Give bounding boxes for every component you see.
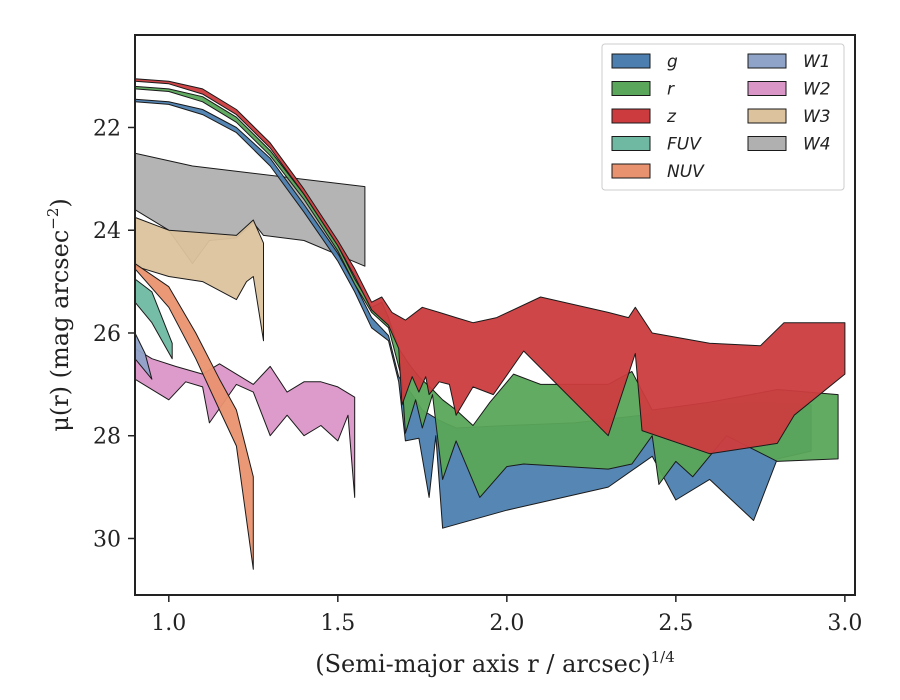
legend-label-w4: W4 — [803, 135, 831, 155]
legend-swatch-fuv — [611, 136, 651, 151]
legend-swatch-w4 — [747, 136, 787, 151]
legend-swatch-r — [611, 81, 651, 96]
y-tick-label: 30 — [93, 527, 121, 552]
legend-box — [601, 43, 845, 191]
legend-label-fuv: FUV — [667, 135, 702, 155]
y-tick-label: 24 — [93, 219, 121, 244]
y-axis-title: μ(r) (mag arcsec−2) — [44, 198, 74, 432]
x-tick-label: 2.5 — [658, 611, 693, 636]
legend-swatch-w2 — [747, 81, 787, 96]
y-tick-label: 22 — [93, 116, 121, 141]
band-nuv — [134, 263, 254, 570]
legend-label-z: z — [666, 107, 677, 127]
bands-layer — [134, 78, 846, 570]
legend: grz FUV NUV W1 W2 W3 W4 — [601, 43, 845, 191]
legend-swatch-w1 — [747, 53, 787, 69]
x-axis-title: (Semi-major axis r / arcsec)1/4 — [315, 648, 675, 678]
band-w2 — [134, 347, 356, 498]
legend-swatch-w3 — [747, 108, 787, 124]
ticks-layer: 1.0 1.5 2.0 2.5 3.0 22 24 26 28 30 — [93, 116, 862, 636]
x-tick-label: 3.0 — [827, 611, 862, 636]
plot-frame — [134, 34, 856, 596]
x-tick-label: 2.0 — [489, 611, 524, 636]
x-tick-label: 1.0 — [151, 611, 186, 636]
y-tick-label: 26 — [93, 322, 121, 347]
legend-label-nuv: NUV — [667, 162, 705, 182]
legend-label-r: r — [667, 80, 675, 100]
legend-label-w1: W1 — [803, 52, 831, 72]
legend-swatch-g — [611, 53, 651, 69]
legend-swatch-nuv — [611, 163, 651, 179]
y-tick-label: 28 — [93, 425, 121, 450]
band-z — [134, 78, 846, 455]
band-w3 — [134, 216, 264, 342]
legend-label-g: g — [667, 52, 678, 72]
x-tick-label: 1.5 — [320, 611, 355, 636]
legend-label-w3: W3 — [803, 107, 831, 127]
legend-swatch-z — [611, 108, 651, 124]
legend-label-w2: W2 — [803, 80, 831, 100]
